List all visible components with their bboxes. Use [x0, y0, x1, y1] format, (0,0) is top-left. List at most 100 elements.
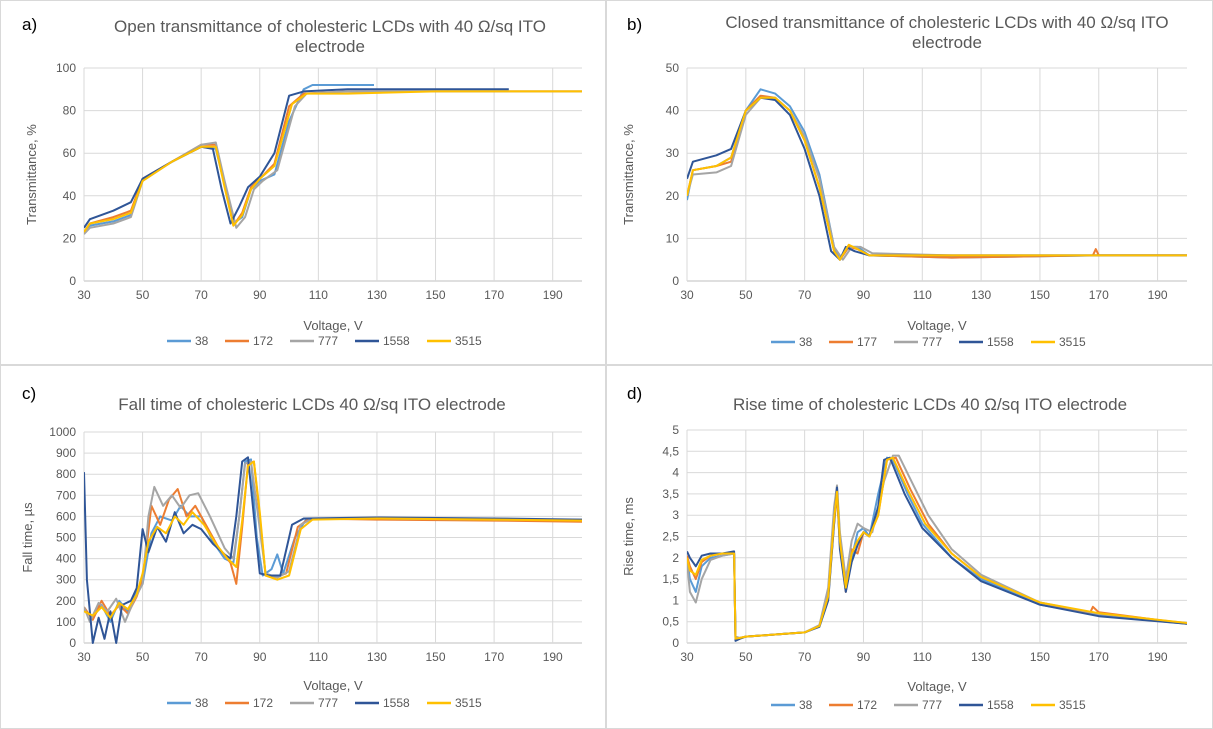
x-axis-label: Voltage, V — [907, 318, 967, 333]
chart-title-line: Open transmittance of cholesteric LCDs w… — [114, 17, 546, 36]
series-line-38 — [687, 456, 1187, 640]
series-line-172 — [687, 456, 1187, 640]
y-tick-label: 60 — [63, 146, 77, 160]
x-tick-label: 190 — [543, 650, 563, 664]
y-tick-label: 700 — [56, 488, 76, 502]
y-tick-label: 300 — [56, 573, 76, 587]
series-line-777 — [687, 454, 1187, 639]
y-axis-label: Fall time, µs — [20, 502, 35, 573]
x-tick-label: 70 — [194, 650, 208, 664]
x-tick-label: 150 — [426, 650, 446, 664]
x-tick-label: 170 — [1089, 288, 1109, 302]
chart-b: b) Closed transmittance of cholesteric LC… — [621, 13, 1187, 349]
x-tick-label: 30 — [680, 650, 694, 664]
y-tick-label: 4 — [672, 466, 679, 480]
y-tick-label: 40 — [666, 104, 680, 118]
x-tick-label: 110 — [913, 650, 932, 664]
x-tick-label: 90 — [857, 650, 871, 664]
legend-label: 1558 — [987, 698, 1014, 712]
x-tick-label: 130 — [367, 650, 387, 664]
panel-letter: b) — [627, 15, 642, 34]
legend-label: 777 — [922, 698, 942, 712]
legend-label: 3515 — [1059, 698, 1086, 712]
legend-label: 38 — [799, 698, 813, 712]
series-line-177 — [687, 94, 1187, 261]
x-tick-label: 130 — [971, 288, 991, 302]
x-tick-label: 90 — [253, 650, 267, 664]
horizontal-divider — [0, 364, 1213, 366]
y-tick-label: 100 — [56, 61, 76, 75]
x-tick-label: 130 — [971, 650, 991, 664]
x-tick-label: 150 — [1030, 288, 1050, 302]
panel-a: a) Open transmittance of cholesteric LCDs… — [0, 0, 605, 364]
y-tick-label: 1000 — [49, 425, 76, 439]
legend-label: 1558 — [383, 696, 410, 710]
y-tick-label: 1 — [672, 593, 679, 607]
chart-title-line: electrode — [912, 33, 982, 52]
y-tick-label: 3,5 — [662, 487, 679, 501]
y-tick-label: 80 — [63, 104, 77, 118]
chart-title-line: Closed transmittance of cholesteric LCDs… — [725, 13, 1168, 32]
x-tick-label: 50 — [136, 650, 150, 664]
y-tick-label: 600 — [56, 509, 76, 523]
series-line-1558 — [84, 456, 582, 644]
y-axis-label: Transmittance, % — [24, 124, 39, 225]
panel-b: b) Closed transmittance of cholesteric LC… — [607, 0, 1213, 364]
legend-label: 777 — [922, 335, 942, 349]
series-line-3515 — [84, 90, 582, 233]
x-tick-label: 170 — [1089, 650, 1109, 664]
y-axis-label: Transmittance, % — [621, 124, 636, 225]
legend-label: 38 — [195, 696, 209, 710]
series-line-172 — [84, 460, 582, 621]
y-tick-label: 2,5 — [662, 530, 679, 544]
y-tick-label: 4,5 — [662, 444, 679, 458]
x-tick-label: 30 — [77, 650, 91, 664]
x-tick-label: 150 — [1030, 650, 1050, 664]
x-tick-label: 70 — [798, 650, 812, 664]
y-tick-label: 30 — [666, 146, 680, 160]
y-tick-label: 5 — [672, 423, 679, 437]
y-tick-label: 2 — [672, 551, 679, 565]
chart-title-line: Rise time of cholesteric LCDs 40 Ω/sq IT… — [733, 395, 1127, 414]
x-tick-label: 50 — [739, 288, 753, 302]
x-tick-label: 170 — [484, 288, 504, 302]
chart-title-line: Fall time of cholesteric LCDs 40 Ω/sq IT… — [118, 395, 506, 414]
panel-letter: d) — [627, 384, 642, 403]
y-tick-label: 400 — [56, 552, 76, 566]
x-tick-label: 110 — [309, 650, 328, 664]
series-line-777 — [84, 460, 582, 623]
y-tick-label: 0 — [69, 274, 76, 288]
x-tick-label: 150 — [426, 288, 446, 302]
chart-title-line: electrode — [295, 37, 365, 56]
x-tick-label: 70 — [798, 288, 812, 302]
x-tick-label: 70 — [194, 288, 208, 302]
legend-label: 172 — [253, 696, 273, 710]
series-line-1558 — [687, 96, 1187, 261]
series-line-3515 — [687, 456, 1187, 640]
series-line-3515 — [84, 460, 582, 619]
series-line-777 — [84, 90, 582, 235]
series-line-172 — [84, 90, 582, 233]
y-tick-label: 100 — [56, 615, 76, 629]
chart-a: a) Open transmittance of cholesteric LCDs… — [22, 15, 582, 348]
y-tick-label: 50 — [666, 61, 680, 75]
panel-letter: c) — [22, 384, 36, 403]
legend-label: 777 — [318, 696, 338, 710]
series-line-38 — [687, 88, 1187, 261]
legend-label: 177 — [857, 335, 877, 349]
legend-label: 3515 — [455, 334, 482, 348]
x-tick-label: 190 — [1148, 288, 1168, 302]
x-axis-label: Voltage, V — [303, 678, 363, 693]
y-tick-label: 500 — [56, 531, 76, 545]
x-tick-label: 170 — [484, 650, 504, 664]
x-tick-label: 90 — [857, 288, 871, 302]
y-tick-label: 800 — [56, 467, 76, 481]
y-tick-label: 20 — [63, 231, 77, 245]
y-tick-label: 0,5 — [662, 615, 679, 629]
x-axis-label: Voltage, V — [303, 318, 363, 333]
panel-c: c) Fall time of cholesteric LCDs 40 Ω/sq … — [0, 366, 605, 729]
y-tick-label: 0 — [672, 636, 679, 650]
x-tick-label: 90 — [253, 288, 267, 302]
x-axis-label: Voltage, V — [907, 679, 967, 694]
series-line-3515 — [687, 96, 1187, 261]
